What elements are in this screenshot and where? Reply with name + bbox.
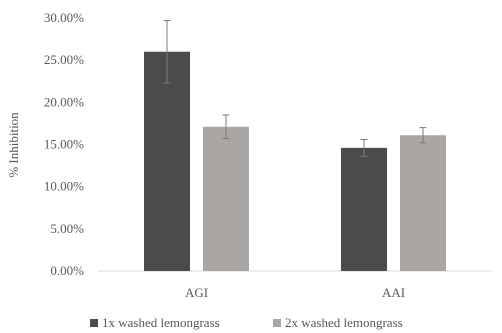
y-tick-label: 30.00% <box>44 10 84 25</box>
x-tick-label: AGI <box>185 285 208 300</box>
x-tick-label: AAI <box>382 285 405 300</box>
bar <box>400 135 446 271</box>
bars <box>144 20 446 271</box>
bar <box>341 147 387 271</box>
x-axis-ticks: AGI AAI <box>185 285 405 300</box>
legend-swatch <box>90 319 98 327</box>
y-axis-label: % Inhibition <box>6 112 21 178</box>
y-tick-label: 15.00% <box>44 137 84 152</box>
legend-label: 2x washed lemongrass <box>285 315 403 330</box>
bar <box>203 126 249 271</box>
y-axis-ticks: 0.00% 5.00% 10.00% 15.00% 20.00% 25.00% 30.00% <box>44 10 84 278</box>
bar <box>144 51 190 271</box>
legend-label: 1x washed lemongrass <box>102 315 220 330</box>
y-tick-label: 0.00% <box>50 263 84 278</box>
legend: 1x washed lemongrass 2x washed lemongrass <box>90 315 403 330</box>
y-tick-label: 20.00% <box>44 94 84 109</box>
y-tick-label: 10.00% <box>44 179 84 194</box>
y-tick-label: 25.00% <box>44 52 84 67</box>
legend-swatch <box>273 319 281 327</box>
y-tick-label: 5.00% <box>50 221 84 236</box>
